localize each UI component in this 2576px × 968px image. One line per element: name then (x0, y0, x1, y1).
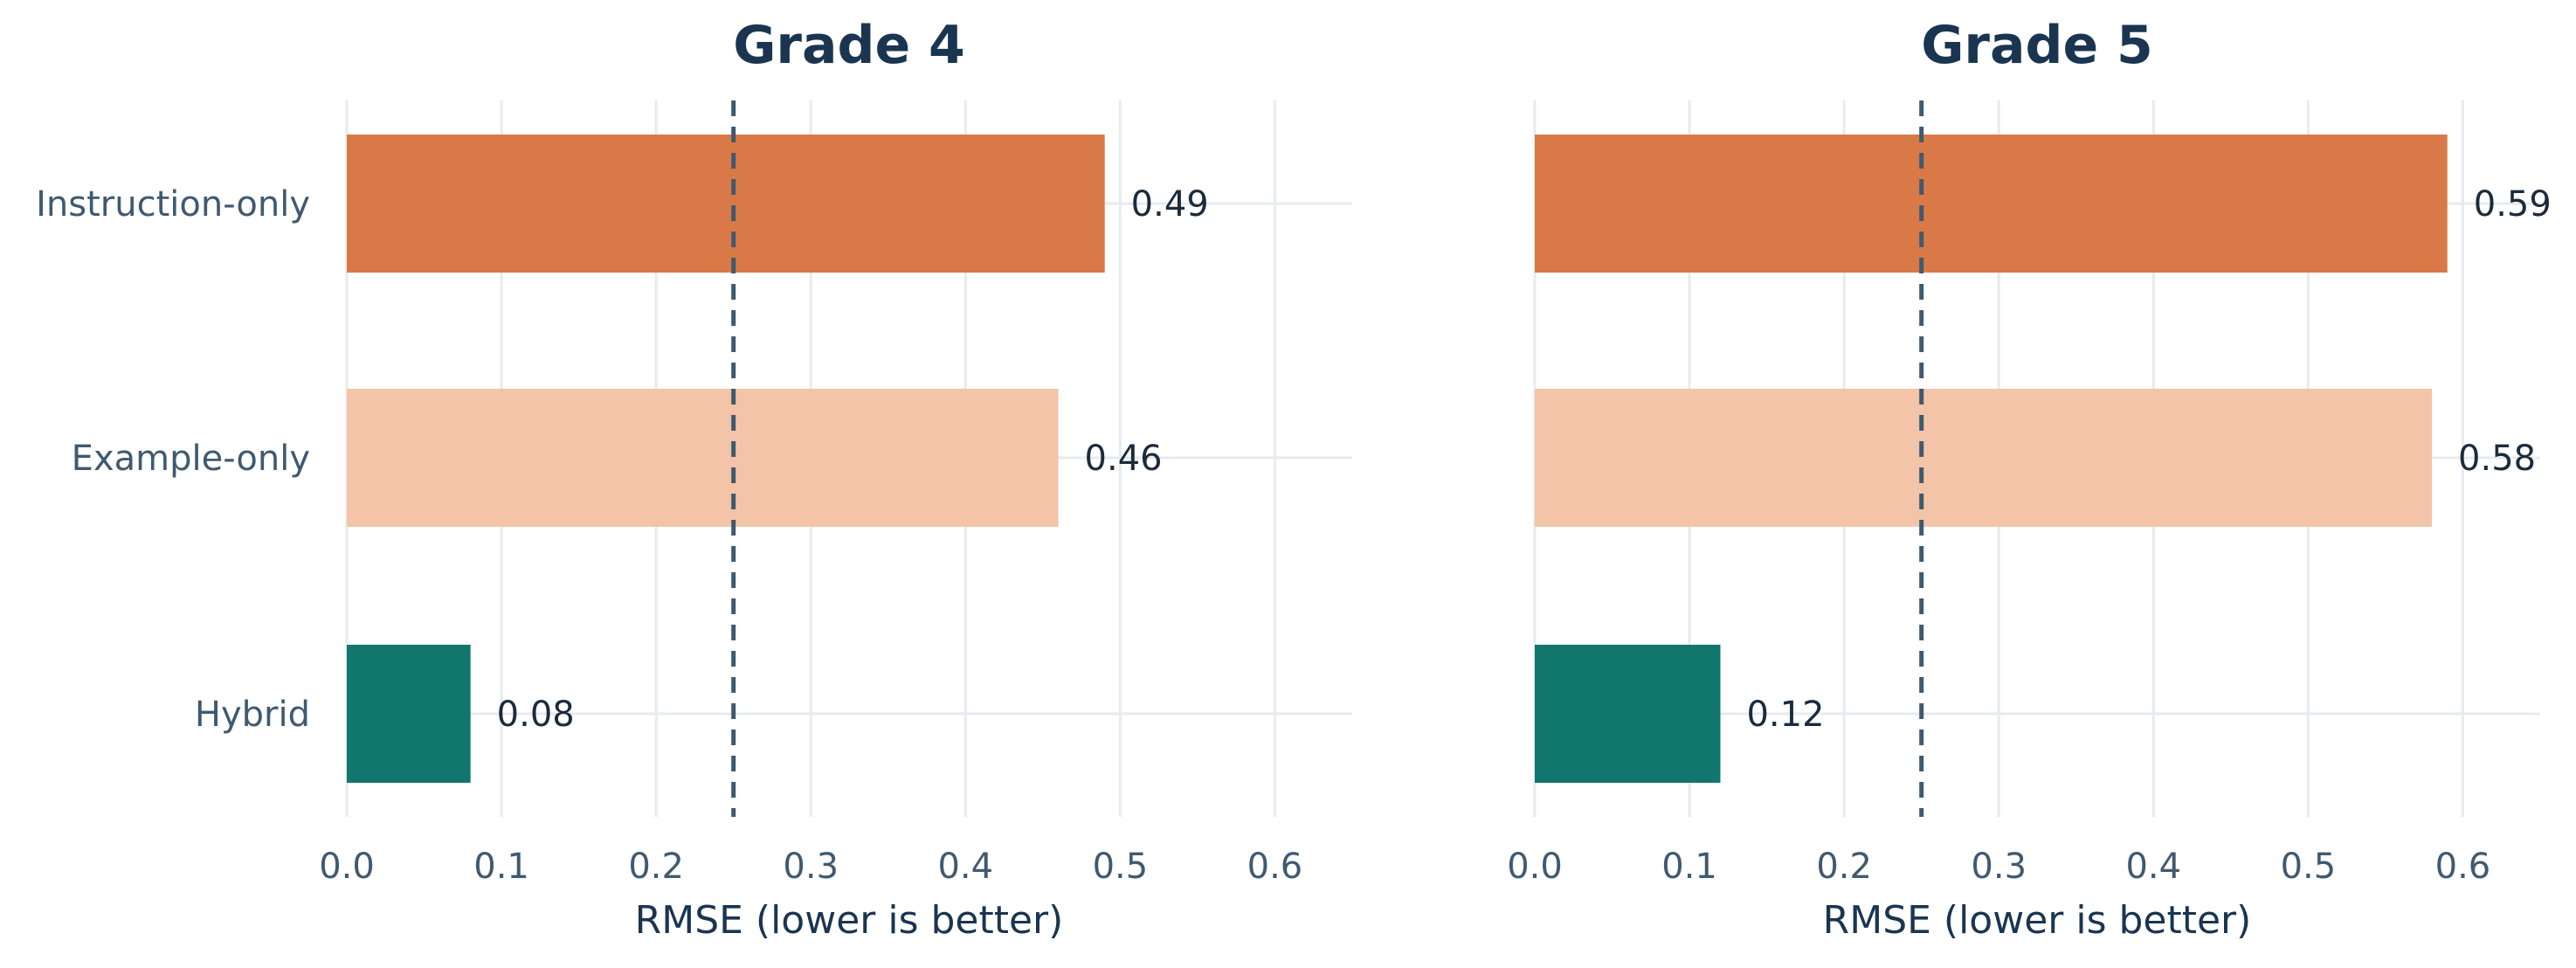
value-label: 0.08 (497, 695, 575, 735)
chart-panel-grade5: 0.59 0.58 0.12 0.0 0.1 0.2 0.3 0.4 0.5 0.6 RMSE (l… (1507, 15, 2552, 943)
x-tick-label: 0.6 (2435, 847, 2491, 887)
chart-panel-grade4: 0.49 0.46 0.08 Instruction-only Example-only… (36, 15, 1352, 943)
x-tick-label: 0.4 (2125, 847, 2181, 887)
bar-example-only (1535, 389, 2433, 527)
panel-title: Grade 5 (1921, 15, 2153, 76)
bar-instruction-only (1535, 135, 2448, 273)
x-tick-label: 0.6 (1247, 847, 1303, 887)
x-tick-label: 0.5 (1093, 847, 1149, 887)
x-tick-label: 0.1 (1661, 847, 1717, 887)
category-label: Instruction-only (36, 184, 310, 225)
value-label: 0.12 (1746, 695, 1824, 735)
x-axis-title: RMSE (lower is better) (635, 898, 1064, 943)
value-label: 0.46 (1085, 439, 1163, 479)
x-tick-label: 0.4 (937, 847, 993, 887)
value-label: 0.58 (2458, 439, 2536, 479)
x-tick-label: 0.3 (783, 847, 839, 887)
x-tick-label: 0.5 (2281, 847, 2337, 887)
bar-instruction-only (347, 135, 1105, 273)
bar-hybrid (1535, 645, 1721, 783)
x-tick-label: 0.1 (473, 847, 529, 887)
panel-title: Grade 4 (733, 15, 965, 76)
category-label: Example-only (72, 439, 310, 479)
x-axis-title: RMSE (lower is better) (1823, 898, 2252, 943)
bar-hybrid (347, 645, 471, 783)
bar-example-only (347, 389, 1059, 527)
x-tick-label: 0.0 (319, 847, 375, 887)
x-tick-label: 0.2 (628, 847, 684, 887)
x-tick-label: 0.2 (1816, 847, 1872, 887)
x-tick-label: 0.3 (1971, 847, 2027, 887)
category-label: Hybrid (195, 695, 310, 735)
value-label: 0.49 (1131, 184, 1209, 225)
value-label: 0.59 (2474, 184, 2552, 225)
x-tick-label: 0.0 (1507, 847, 1563, 887)
